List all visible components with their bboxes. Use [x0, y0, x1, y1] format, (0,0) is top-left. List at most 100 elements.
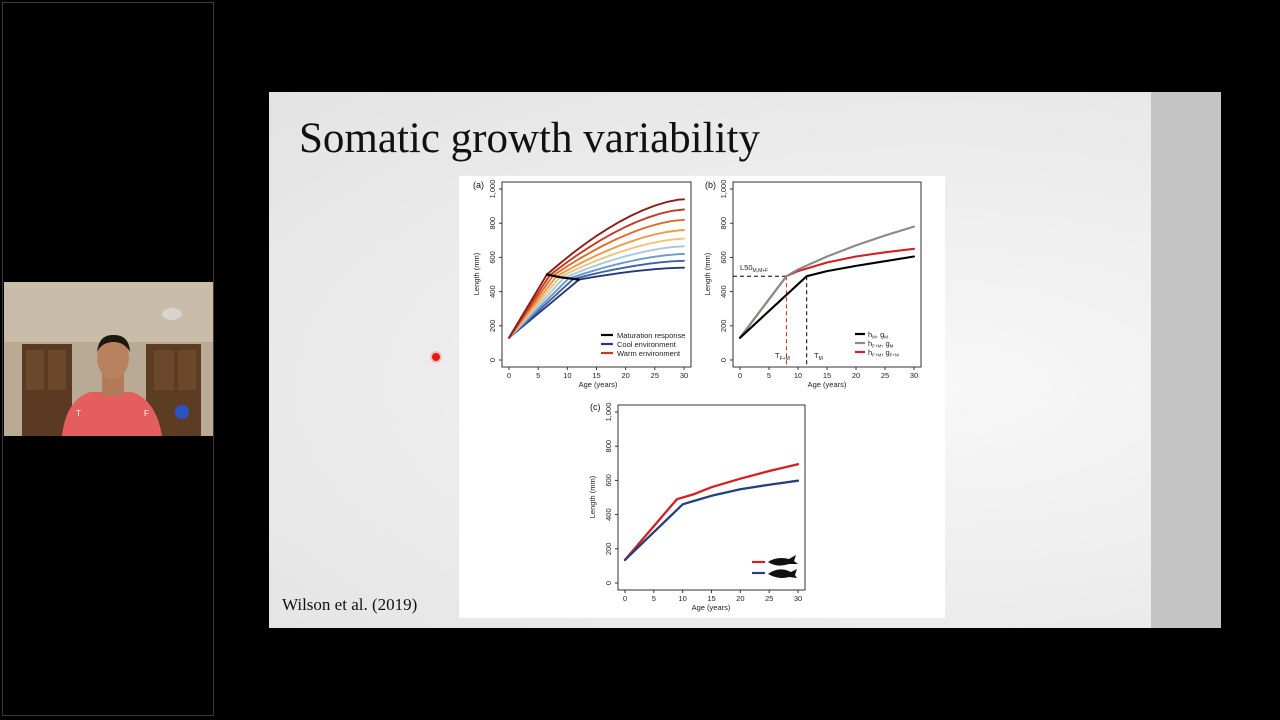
panel-c: (c) 0 5 10 15 20 25 30 0 200 400 600 800 1,000 Age … — [588, 402, 806, 612]
x-tick-label: 5 — [536, 371, 540, 380]
panel-c-legend — [752, 555, 798, 578]
slide-side-panel — [1151, 92, 1221, 628]
y-tick-label: 800 — [604, 440, 613, 453]
x-tick-label: 25 — [651, 371, 659, 380]
y-tick-label: 0 — [488, 358, 497, 362]
panel-b: (b) 0 5 10 15 20 25 30 0 200 400 600 800 1,000 Age … — [703, 180, 922, 389]
panel-b-y-label: Length (mm) — [703, 252, 712, 295]
x-tick-label: 30 — [910, 371, 918, 380]
panel-b-label: (b) — [705, 180, 716, 190]
x-tick-label: 15 — [707, 594, 715, 603]
y-tick-label: 200 — [604, 543, 613, 556]
annotation-t-m: TM — [814, 351, 823, 362]
growth-curve-series-6 — [508, 229, 685, 339]
y-tick-label: 600 — [719, 251, 728, 264]
growth-curve-series-4 — [508, 245, 685, 339]
panel-a-y-label: Length (mm) — [472, 252, 481, 295]
panel-b-series — [738, 225, 916, 339]
legend-b-2: hF+M, gF+M — [868, 348, 899, 358]
panel-c-series — [623, 463, 800, 562]
growth-curve-series-1 — [508, 266, 685, 339]
x-tick-label: 0 — [738, 371, 742, 380]
x-tick-label: 5 — [652, 594, 656, 603]
growth-curve-c-2 — [623, 479, 800, 562]
svg-text:T: T — [76, 409, 81, 418]
growth-curve-series-9 — [508, 198, 685, 339]
x-tick-label: 15 — [592, 371, 600, 380]
growth-figure: (a) 0 5 10 15 20 25 30 0 200 400 600 800 1,000 Age … — [459, 176, 945, 618]
slide-title: Somatic growth variability — [299, 115, 760, 162]
y-tick-label: 800 — [719, 217, 728, 230]
y-tick-label: 1,000 — [604, 403, 613, 422]
panel-c-y-label: Length (mm) — [588, 475, 597, 518]
y-tick-label: 400 — [719, 285, 728, 298]
legend-b-0: hM, gM — [868, 330, 888, 340]
panel-a-legend: Maturation response Cool environment War… — [601, 331, 685, 358]
panel-b-plot-frame — [732, 181, 922, 368]
panel-c-label: (c) — [590, 402, 601, 412]
panel-c-x-label: Age (years) — [692, 603, 731, 612]
x-tick-label: 30 — [794, 594, 802, 603]
laser-pointer-cursor — [432, 353, 440, 361]
x-tick-label: 20 — [736, 594, 744, 603]
panel-a-x-label: Age (years) — [579, 380, 618, 389]
panel-a-y-axis: 0 200 400 600 800 1,000 — [488, 180, 502, 362]
panel-b-x-label: Age (years) — [808, 380, 847, 389]
panel-a-series — [508, 198, 685, 339]
panel-a: (a) 0 5 10 15 20 25 30 0 200 400 600 800 1,000 Age … — [472, 180, 692, 389]
growth-curve-b-1 — [738, 225, 916, 339]
legend-cool-environment: Cool environment — [617, 340, 677, 349]
y-tick-label: 1,000 — [719, 180, 728, 199]
legend-warm-environment: Warm environment — [617, 349, 681, 358]
y-tick-label: 400 — [488, 285, 497, 298]
x-tick-label: 10 — [794, 371, 802, 380]
x-tick-label: 15 — [823, 371, 831, 380]
y-tick-label: 400 — [604, 508, 613, 521]
x-tick-label: 25 — [765, 594, 773, 603]
legend-maturation-response: Maturation response — [617, 331, 685, 340]
presentation-slide: Somatic growth variability Wilson et al.… — [269, 92, 1221, 628]
growth-curve-b-2 — [738, 247, 916, 339]
growth-curve-series-7 — [508, 218, 685, 339]
webcam-image: T F — [4, 282, 213, 436]
growth-curve-b-0 — [738, 255, 916, 339]
panel-b-y-axis: 0 200 400 600 800 1,000 — [719, 180, 733, 362]
y-tick-label: 200 — [488, 320, 497, 333]
y-tick-label: 200 — [719, 320, 728, 333]
y-tick-label: 600 — [604, 474, 613, 487]
panel-b-reference-lines — [733, 275, 808, 367]
growth-curve-series-3 — [508, 253, 685, 339]
y-tick-label: 1,000 — [488, 180, 497, 199]
growth-curve-series-2 — [508, 259, 685, 339]
citation-text: Wilson et al. (2019) — [282, 595, 418, 614]
growth-curve-series-8 — [508, 208, 685, 339]
x-tick-label: 5 — [767, 371, 771, 380]
panel-b-x-axis: 0 5 10 15 20 25 30 — [738, 367, 918, 380]
x-tick-label: 10 — [563, 371, 571, 380]
svg-text:F: F — [144, 409, 149, 418]
maturation-response-line — [545, 273, 581, 281]
growth-curve-c-1 — [623, 463, 800, 562]
panel-b-legend: hM, gM hF+M, gM hF+M, gF+M — [855, 330, 899, 358]
dolphin-silhouette-icon — [768, 569, 797, 578]
y-tick-label: 0 — [719, 358, 728, 362]
x-tick-label: 30 — [680, 371, 688, 380]
x-tick-label: 25 — [881, 371, 889, 380]
panel-a-x-axis: 0 5 10 15 20 25 30 — [507, 367, 688, 380]
shark-silhouette-icon — [768, 555, 798, 566]
growth-curve-series-5 — [508, 237, 685, 339]
x-tick-label: 10 — [678, 594, 686, 603]
panel-a-label: (a) — [473, 180, 484, 190]
annotation-t-fm: TF+M — [775, 351, 790, 362]
panel-c-x-axis: 0 5 10 15 20 25 30 — [623, 590, 802, 603]
presenter-video[interactable]: T F — [4, 282, 213, 436]
legend-b-1: hF+M, gM — [868, 339, 894, 349]
x-tick-label: 0 — [507, 371, 511, 380]
x-tick-label: 0 — [623, 594, 627, 603]
panel-c-y-axis: 0 200 400 600 800 1,000 — [604, 403, 618, 585]
y-tick-label: 600 — [488, 251, 497, 264]
x-tick-label: 20 — [621, 371, 629, 380]
y-tick-label: 0 — [604, 581, 613, 585]
annotation-l50: L50M,M+F — [740, 263, 768, 274]
x-tick-label: 20 — [852, 371, 860, 380]
